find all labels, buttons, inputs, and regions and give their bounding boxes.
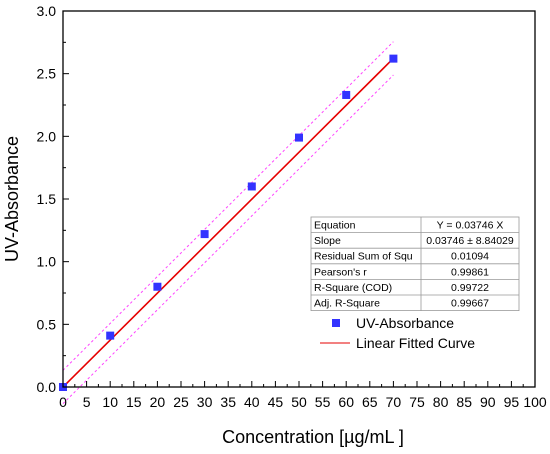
stats-label: Residual Sum of Squ xyxy=(314,251,413,263)
stats-table: Equation Y = 0.03746 X Slope 0.03746 ± 8.84… xyxy=(310,216,520,311)
x-tick-label: 15 xyxy=(126,394,142,410)
y-tick-label: 3.0 xyxy=(37,3,57,19)
y-tick-label: 0.0 xyxy=(37,379,57,395)
y-tick-label: 0.5 xyxy=(37,316,57,332)
data-point xyxy=(200,230,209,239)
x-axis-title: Concentration [µg/mL ] xyxy=(222,427,404,447)
data-point xyxy=(295,133,303,142)
x-tick-label: 50 xyxy=(291,394,307,410)
x-tick-label: 90 xyxy=(480,394,496,410)
y-tick-label: 2.0 xyxy=(37,128,57,144)
x-axis: 0 5 10 15 20 25 30 35 40 45 50 55 60 65 70 75 80 85 90 95 10… xyxy=(59,381,547,410)
y-tick-label: 1.5 xyxy=(37,191,57,207)
x-tick-label: 25 xyxy=(173,394,189,410)
stats-value: 0.03746 ± 8.84029 xyxy=(426,235,514,247)
x-tick-label: 70 xyxy=(386,394,402,410)
linear-fit-line xyxy=(62,57,394,388)
fit-line-layer xyxy=(62,57,394,388)
x-tick-label: 55 xyxy=(315,394,331,410)
stats-label: Pearson's r xyxy=(314,266,367,278)
x-tick-label: 85 xyxy=(456,394,472,410)
x-tick-label: 10 xyxy=(102,394,118,410)
y-axis-title: UV-Absorbance xyxy=(2,136,22,262)
x-tick-label: 75 xyxy=(409,394,425,410)
x-tick-label: 45 xyxy=(268,394,284,410)
x-tick-label: 100 xyxy=(523,394,547,410)
stats-value: Y = 0.03746 X xyxy=(437,220,504,232)
y-axis: 0.0 0.5 1.0 1.5 2.0 2.5 3.0 xyxy=(37,3,69,395)
data-point xyxy=(342,90,351,99)
legend-label-uv-absorbance: UV-Absorbance xyxy=(356,315,454,331)
legend-background xyxy=(312,311,504,353)
data-point xyxy=(153,282,162,291)
data-point xyxy=(106,331,115,340)
stats-label: Equation xyxy=(314,220,356,232)
x-tick-label: 5 xyxy=(83,394,91,410)
stats-value: 0.01094 xyxy=(451,251,489,263)
legend: UV-Absorbance Linear Fitted Curve xyxy=(312,311,504,353)
stats-value: 0.99722 xyxy=(451,282,489,294)
x-tick-label: 35 xyxy=(220,394,236,410)
stats-value: 0.99667 xyxy=(451,298,489,310)
x-tick-label: 0 xyxy=(59,394,67,410)
x-tick-label: 40 xyxy=(244,394,260,410)
x-tick-label: 80 xyxy=(433,394,449,410)
x-tick-label: 95 xyxy=(504,394,520,410)
legend-label-linear-fit: Linear Fitted Curve xyxy=(356,335,475,351)
stats-label: Adj. R-Square xyxy=(314,298,380,310)
stats-label: Slope xyxy=(314,235,341,247)
data-point xyxy=(247,182,256,191)
stats-value: 0.99861 xyxy=(451,266,489,278)
x-tick-label: 65 xyxy=(362,394,378,410)
x-tick-label: 20 xyxy=(150,394,166,410)
legend-marker-square xyxy=(332,319,340,327)
x-tick-label: 60 xyxy=(338,394,354,410)
data-point xyxy=(389,54,398,63)
x-tick-label: 30 xyxy=(197,394,213,410)
y-tick-label: 2.5 xyxy=(37,66,57,82)
y-tick-label: 1.0 xyxy=(37,254,57,270)
stats-label: R-Square (COD) xyxy=(314,282,392,294)
